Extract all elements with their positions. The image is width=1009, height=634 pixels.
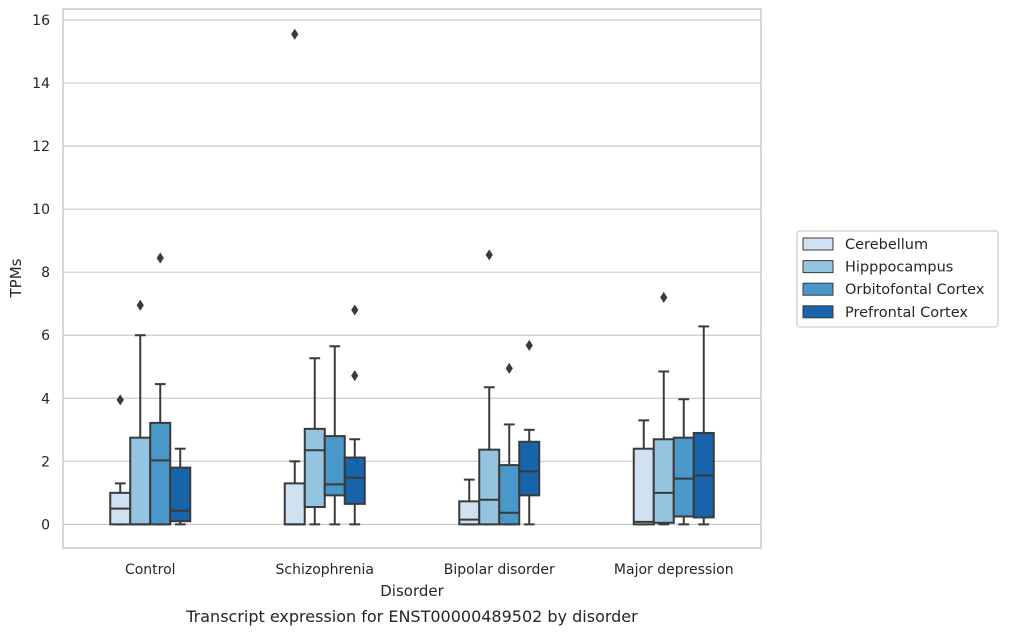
box-body — [169, 466, 192, 523]
legend-label: Hipppocampus — [845, 260, 953, 276]
box-control-cerebellum — [109, 394, 132, 526]
y-tick-labels: 0 2 4 6 8 10 12 14 16 — [32, 13, 50, 533]
box-body — [478, 448, 501, 526]
box-bipolar-disorder-hipppocampus — [478, 249, 501, 526]
box-body — [343, 456, 366, 505]
box-control-prefrontal-cortex — [169, 447, 192, 526]
box-body — [498, 464, 521, 526]
legend-label: Orbitofontal Cortex — [845, 282, 985, 298]
box-bipolar-disorder-orbitofontal-cortex — [498, 362, 521, 526]
y-tick-label: 10 — [32, 202, 50, 218]
box-schizophrenia-hipppocampus — [303, 357, 326, 526]
outlier-point — [351, 304, 359, 316]
box-major-depression-orbitofontal-cortex — [672, 398, 695, 526]
figure-caption: Transcript expression for ENST0000048950… — [185, 607, 638, 626]
outlier-point — [505, 362, 513, 374]
outlier-point — [351, 370, 359, 382]
y-tick-label: 4 — [41, 391, 50, 407]
box-bipolar-disorder-cerebellum — [458, 478, 481, 526]
box-body — [458, 500, 481, 526]
box-body — [303, 427, 326, 509]
box-body — [632, 447, 655, 526]
y-tick-label: 14 — [32, 76, 50, 92]
box-schizophrenia-cerebellum — [283, 28, 306, 526]
box-body — [672, 436, 695, 518]
y-tick-label: 8 — [41, 265, 50, 281]
outlier-point — [116, 394, 124, 406]
y-tick-label: 6 — [41, 328, 50, 344]
box-bipolar-disorder-prefrontal-cortex — [518, 339, 541, 526]
outlier-point — [525, 339, 533, 351]
legend-frame — [796, 230, 999, 328]
outlier-point — [156, 252, 164, 264]
outlier-point — [136, 299, 144, 311]
outlier-point — [485, 249, 493, 261]
box-body — [323, 435, 346, 497]
legend-swatch — [802, 305, 834, 319]
box-schizophrenia-orbitofontal-cortex — [323, 345, 346, 526]
box-control-hipppocampus — [129, 299, 152, 526]
y-tick-label: 0 — [41, 517, 50, 533]
legend-label: Prefrontal Cortex — [845, 305, 968, 321]
legend-swatch — [802, 260, 834, 274]
x-tick-labels: Control Schizophrenia Bipolar disorder Majo… — [125, 562, 734, 578]
x-tick-label: Schizophrenia — [276, 562, 374, 578]
legend-swatch — [802, 237, 834, 251]
box-major-depression-prefrontal-cortex — [692, 325, 715, 526]
outlier-point — [660, 291, 668, 303]
legend-label: Cerebellum — [845, 237, 928, 253]
legend-swatch — [802, 282, 834, 296]
y-axis-label: TPMs — [7, 258, 25, 298]
x-tick-label: Major depression — [614, 562, 734, 578]
box-body — [283, 482, 306, 526]
outlier-point — [291, 28, 299, 40]
box-body — [149, 421, 172, 526]
box-schizophrenia-prefrontal-cortex — [343, 304, 366, 526]
x-axis-label: Disorder — [380, 582, 444, 600]
box-major-depression-hipppocampus — [652, 291, 675, 526]
box-body — [518, 440, 541, 497]
box-body — [652, 438, 675, 524]
plot-frame — [62, 8, 762, 549]
boxes — [109, 28, 715, 526]
box-body — [129, 436, 152, 526]
x-tick-label: Bipolar disorder — [444, 562, 555, 578]
y-tick-label: 12 — [32, 139, 50, 155]
y-tick-label: 2 — [41, 454, 50, 470]
legend: Cerebellum Hipppocampus Orbitofontal Corte… — [796, 230, 999, 328]
x-tick-label: Control — [125, 562, 176, 578]
y-tick-label: 16 — [32, 13, 50, 29]
box-major-depression-cerebellum — [632, 419, 655, 526]
box-control-orbitofontal-cortex — [149, 252, 172, 526]
